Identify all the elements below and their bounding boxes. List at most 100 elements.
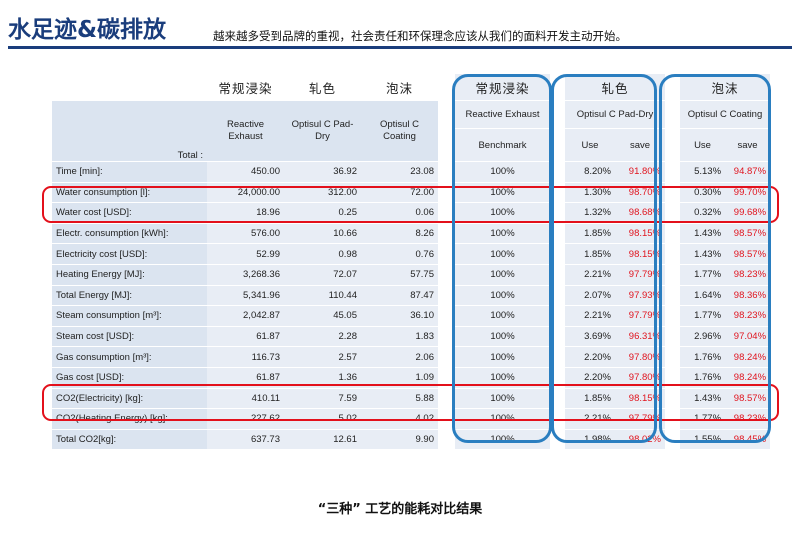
row-label: Steam cost [USD]: <box>52 326 207 348</box>
table-row: CO2(Heating Energy) [kg]: 227.62 5.02 4.02 1… <box>52 408 771 430</box>
pad-dry-save-pct: 97.80% <box>615 367 666 389</box>
row-label: Electr. consumption [kWh]: <box>52 223 207 245</box>
value-coating: 23.08 <box>361 161 438 183</box>
value-pad-dry: 0.98 <box>284 243 361 265</box>
table-row: Total Energy [MJ]: 5,341.96 110.44 87.47 100… <box>52 285 771 307</box>
coating-save-pct: 98.57% <box>725 243 771 265</box>
value-exhaust: 2,042.87 <box>207 305 284 327</box>
benchmark-pct: 100% <box>455 305 550 327</box>
pad-dry-use-pct: 2.21% <box>565 305 615 327</box>
value-pad-dry: 1.36 <box>284 367 361 389</box>
pad-dry-save-pct: 98.15% <box>615 223 666 245</box>
highlight-water-rows <box>42 186 779 223</box>
coating-use-pct: 1.43% <box>680 243 726 265</box>
table-row: Electr. consumption [kWh]: 576.00 10.66 8.2… <box>52 223 771 245</box>
value-coating: 0.76 <box>361 243 438 265</box>
chinese-header-row: 常规浸染 轧色 泡沫 常规浸染 轧色 泡沫 <box>52 74 771 101</box>
highlight-benchmark-column <box>452 74 552 443</box>
value-coating: 36.10 <box>361 305 438 327</box>
value-pad-dry: 72.07 <box>284 264 361 286</box>
benchmark-pct: 100% <box>455 326 550 348</box>
table-row: Steam consumption [m³]: 2,042.87 45.05 36.1… <box>52 305 771 327</box>
value-pad-dry: 2.28 <box>284 326 361 348</box>
pad-dry-use-pct: 1.85% <box>565 223 615 245</box>
table-row: Time [min]: 450.00 36.92 23.08 100% 8.20% 91.8… <box>52 161 771 183</box>
benchmark-pct: 100% <box>455 429 550 451</box>
col-header-pad-dry: Optisul C Pad-Dry <box>284 100 361 162</box>
value-coating: 8.26 <box>361 223 438 245</box>
coating-use-pct: 2.96% <box>680 326 726 348</box>
row-label: Gas consumption [m³]: <box>52 346 207 368</box>
value-exhaust: 3,268.36 <box>207 264 284 286</box>
use-label-pad-dry: Use <box>565 128 615 162</box>
pad-dry-save-pct: 97.80% <box>615 346 666 368</box>
table-caption: “三种” 工艺的能耗对比结果 <box>317 502 483 517</box>
pad-dry-use-pct: 8.20% <box>565 161 615 183</box>
use-label-coating: Use <box>680 128 726 162</box>
col-header-coating: Optisul C Coating <box>361 100 438 162</box>
value-coating: 5.88 <box>361 388 438 410</box>
value-exhaust: 52.99 <box>207 243 284 265</box>
table-row: Heating Energy [MJ]: 3,268.36 72.07 57.75 10… <box>52 264 771 286</box>
pad-dry-use-pct: 1.85% <box>565 243 615 265</box>
benchmark-pct: 100% <box>455 346 550 368</box>
value-pad-dry: 10.66 <box>284 223 361 245</box>
pad-dry-save-pct: 97.79% <box>615 264 666 286</box>
benchmark-pct: 100% <box>455 264 550 286</box>
col-header-exhaust: Reactive Exhaust <box>207 100 284 162</box>
value-pad-dry: 0.25 <box>284 202 361 224</box>
pad-dry-save-pct: 98.15% <box>615 243 666 265</box>
value-pad-dry: 7.59 <box>284 388 361 410</box>
value-exhaust: 450.00 <box>207 161 284 183</box>
coating-use-pct: 1.43% <box>680 388 726 410</box>
benchmark-pct: 100% <box>455 285 550 307</box>
benchmark-pct: 100% <box>455 367 550 389</box>
value-coating: 9.90 <box>361 429 438 451</box>
value-coating: 57.75 <box>361 264 438 286</box>
row-label: Total Energy [MJ]: <box>52 285 207 307</box>
value-pad-dry: 45.05 <box>284 305 361 327</box>
value-coating: 2.06 <box>361 346 438 368</box>
pad-dry-use-pct: 2.21% <box>565 264 615 286</box>
benchmark-pct: 100% <box>455 388 550 410</box>
coating-use-pct: 1.77% <box>680 264 726 286</box>
zh-header-benchmark: 常规浸染 <box>455 74 550 101</box>
row-label: Electricity cost [USD]: <box>52 243 207 265</box>
value-exhaust: 5,341.96 <box>207 285 284 307</box>
value-pad-dry: 36.92 <box>284 161 361 183</box>
row-label: Time [min]: <box>52 161 207 183</box>
value-coating: 1.09 <box>361 367 438 389</box>
value-exhaust: 637.73 <box>207 429 284 451</box>
coating-use-pct: 5.13% <box>680 161 726 183</box>
coating-save-pct: 97.04% <box>725 326 771 348</box>
highlight-pad-dry-column <box>551 74 657 443</box>
zh-header-exhaust: 常规浸染 <box>207 74 284 101</box>
highlight-coating-column <box>659 74 771 443</box>
page-subtitle: 越来越多受到品牌的重视，社会责任和环保理念应该从我们的面料开发主动开始。 <box>213 29 627 43</box>
table-row: Steam cost [USD]: 61.87 2.28 1.83 100% 3.69% 9… <box>52 326 771 348</box>
coating-save-pct: 98.57% <box>725 223 771 245</box>
coating-use-pct: 0.32% <box>680 202 726 224</box>
value-pad-dry: 110.44 <box>284 285 361 307</box>
value-exhaust: 116.73 <box>207 346 284 368</box>
title-underline <box>8 46 792 49</box>
pad-dry-save-pct: 91.80% <box>615 161 666 183</box>
pct-header-coating: Optisul C Coating <box>680 100 771 129</box>
value-exhaust: 61.87 <box>207 326 284 348</box>
coating-use-pct: 1.43% <box>680 223 726 245</box>
english-header-row: Total : Reactive Exhaust Optisul C Pad-D… <box>52 100 771 162</box>
coating-save-pct: 98.57% <box>725 388 771 410</box>
value-exhaust: 18.96 <box>207 202 284 224</box>
pad-dry-save-pct: 97.79% <box>615 305 666 327</box>
coating-use-pct: 1.77% <box>680 305 726 327</box>
value-coating: 1.83 <box>361 326 438 348</box>
zh-header-pad-dry: 轧色 <box>284 74 361 101</box>
table-row: Gas consumption [m³]: 116.73 2.57 2.06 100% 2… <box>52 346 771 368</box>
pad-dry-save-pct: 98.68% <box>615 202 666 224</box>
coating-save-pct: 98.23% <box>725 305 771 327</box>
pct-header-pad-dry: Optisul C Pad-Dry <box>565 100 666 129</box>
benchmark-pct: 100% <box>455 223 550 245</box>
coating-save-pct: 98.36% <box>725 285 771 307</box>
pad-dry-use-pct: 2.07% <box>565 285 615 307</box>
pad-dry-save-pct: 96.31% <box>615 326 666 348</box>
